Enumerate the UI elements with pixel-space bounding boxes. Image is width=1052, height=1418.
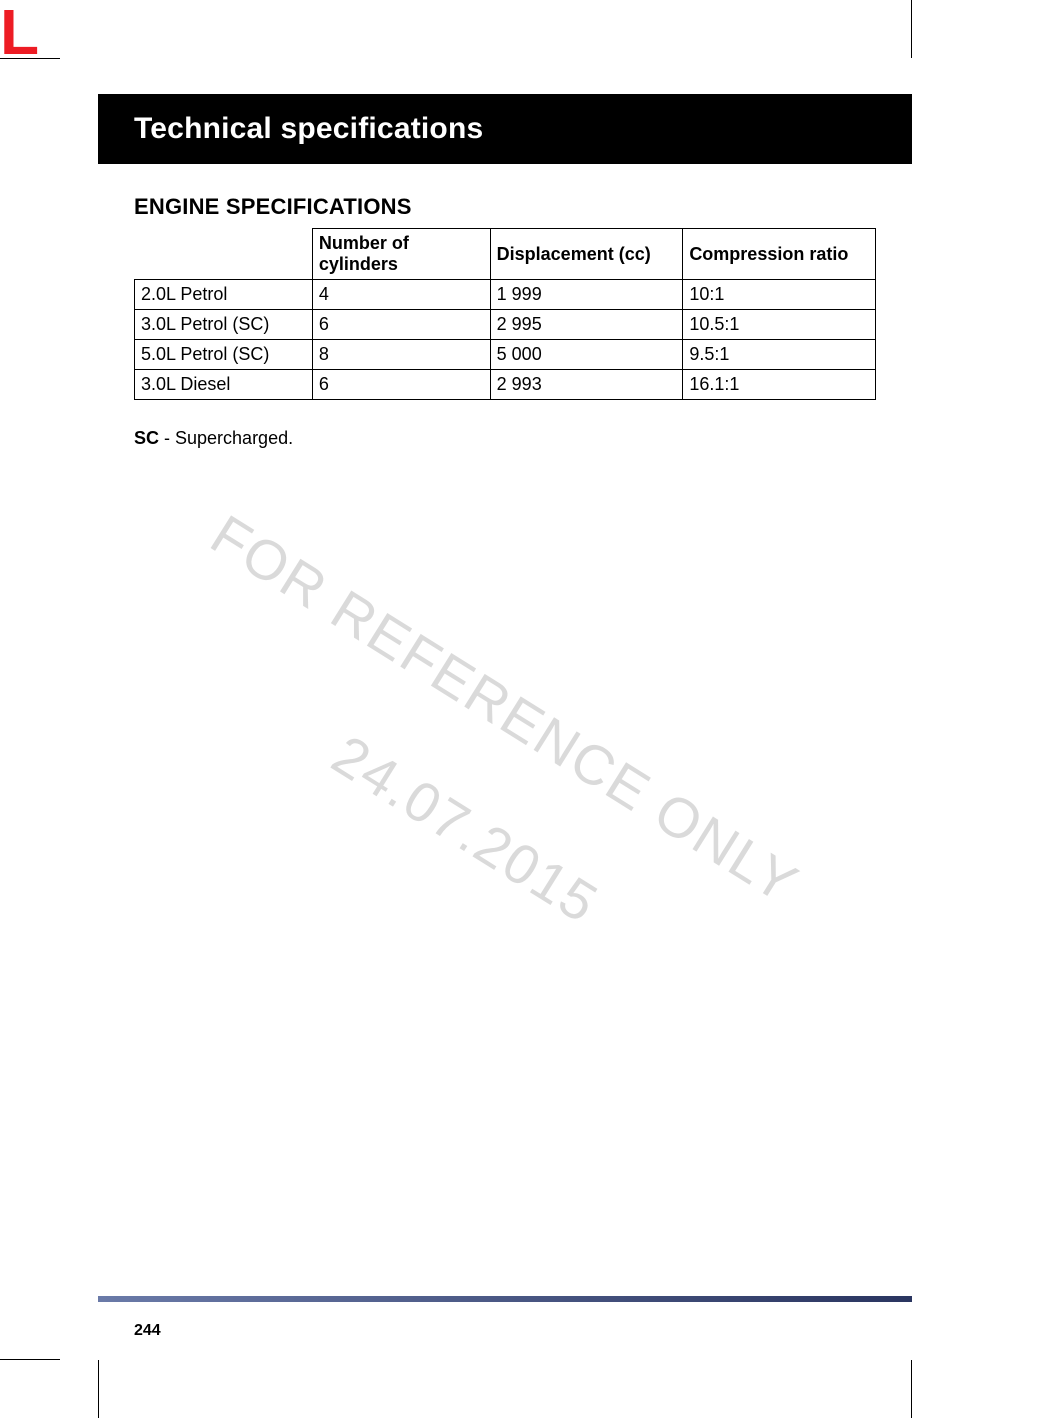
crop-mark [0,58,60,59]
table-cell: 8 [312,340,490,370]
table-body: 2.0L Petrol41 99910:13.0L Petrol (SC)62 … [135,280,876,400]
sc-note: SC - Supercharged. [134,428,876,449]
table-cell: 1 999 [490,280,683,310]
crop-mark [98,1360,99,1418]
crop-mark [0,1359,60,1360]
table-row: 5.0L Petrol (SC)85 0009.5:1 [135,340,876,370]
crop-mark [911,1360,912,1418]
table-cell: 3.0L Petrol (SC) [135,310,313,340]
table-cell: 5 000 [490,340,683,370]
table-header-row: Number of cylinders Displacement (cc) Co… [135,229,876,280]
table-cell: 6 [312,310,490,340]
col-header-blank [135,229,313,280]
table-row: 2.0L Petrol41 99910:1 [135,280,876,310]
table-cell: 2.0L Petrol [135,280,313,310]
footer-rule [98,1296,912,1302]
sc-abbr: SC [134,428,159,448]
table-cell: 9.5:1 [683,340,876,370]
page-title: Technical specifications [134,112,912,146]
watermark-line2: 24.07.2015 [321,722,610,936]
col-header-displacement: Displacement (cc) [490,229,683,280]
watermark: FOR REFERENCE ONLY 24.07.2015 [165,677,844,742]
header-band: Technical specifications [98,94,912,164]
table-cell: 6 [312,370,490,400]
col-header-cylinders: Number of cylinders [312,229,490,280]
table-cell: 2 995 [490,310,683,340]
col-header-compression: Compression ratio [683,229,876,280]
table-cell: 2 993 [490,370,683,400]
sc-text: - Supercharged. [159,428,293,448]
section-title: ENGINE SPECIFICATIONS [134,194,876,220]
table-cell: 4 [312,280,490,310]
engine-spec-table: Number of cylinders Displacement (cc) Co… [134,228,876,400]
table-cell: 5.0L Petrol (SC) [135,340,313,370]
watermark-line1: FOR REFERENCE ONLY [200,502,810,917]
table-cell: 16.1:1 [683,370,876,400]
page-number: 244 [134,1322,161,1340]
table-row: 3.0L Diesel62 99316.1:1 [135,370,876,400]
table-cell: 10.5:1 [683,310,876,340]
brand-letter: L [0,0,39,64]
table-cell: 10:1 [683,280,876,310]
page-frame: Technical specifications ENGINE SPECIFIC… [98,58,912,1360]
content-area: ENGINE SPECIFICATIONS Number of cylinder… [98,164,912,449]
table-cell: 3.0L Diesel [135,370,313,400]
table-row: 3.0L Petrol (SC)62 99510.5:1 [135,310,876,340]
crop-mark [911,0,912,58]
